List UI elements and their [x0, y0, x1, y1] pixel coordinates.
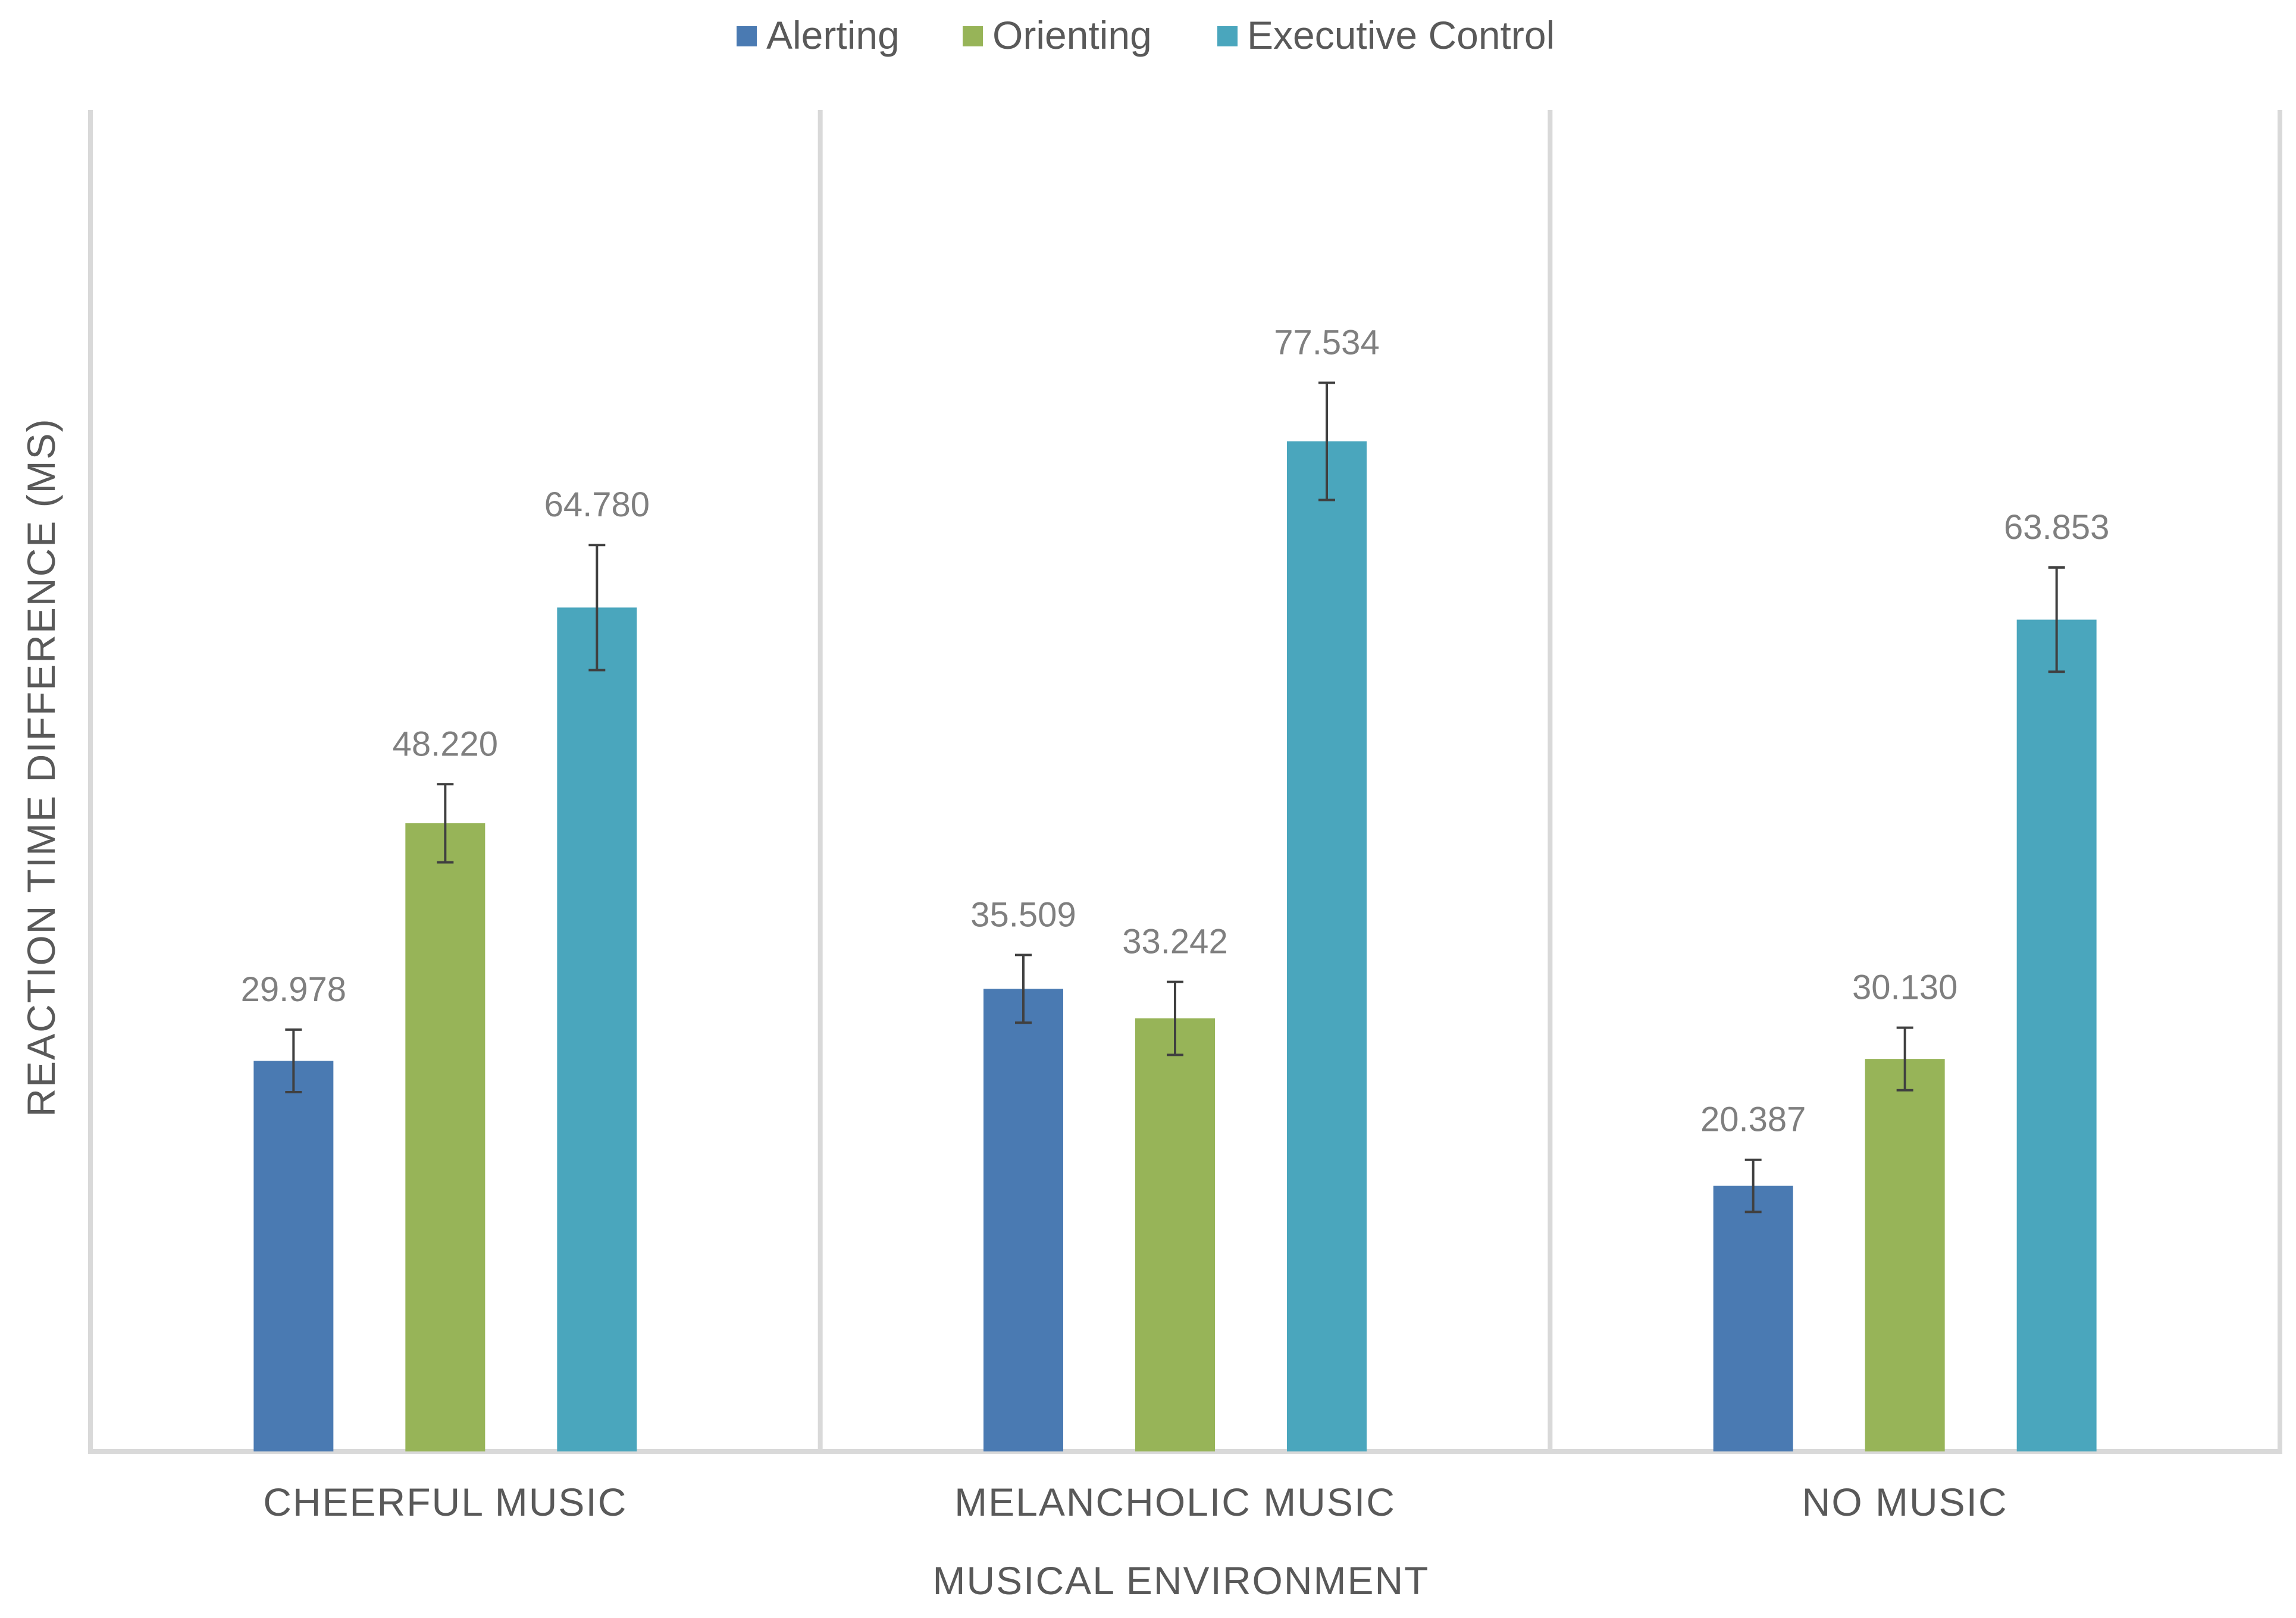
data-label: 30.130: [1852, 968, 1957, 1007]
bar: [1713, 1186, 1793, 1451]
data-label: 33.242: [1122, 923, 1227, 961]
data-label: 35.509: [970, 895, 1076, 934]
data-label: 64.780: [544, 485, 650, 524]
legend-label: Alerting: [766, 13, 900, 57]
legend-swatch: [963, 26, 983, 46]
data-label: 48.220: [393, 725, 498, 763]
legend-label: Orienting: [992, 13, 1152, 57]
x-axis-title: MUSICAL ENVIRONMENT: [933, 1559, 1430, 1603]
legend-label: Executive Control: [1247, 13, 1555, 57]
data-label: 29.978: [241, 970, 346, 1009]
bar: [1287, 441, 1367, 1451]
bar: [557, 607, 637, 1451]
x-tick-label: MELANCHOLIC MUSIC: [954, 1480, 1396, 1524]
data-label: 20.387: [1700, 1100, 1806, 1139]
bar: [2016, 619, 2097, 1451]
bar: [1865, 1059, 1945, 1451]
legend-swatch: [737, 26, 757, 46]
x-tick-label: NO MUSIC: [1802, 1480, 2008, 1524]
x-tick-label: CHEERFUL MUSIC: [263, 1480, 627, 1524]
bar: [983, 989, 1063, 1451]
data-label: 63.853: [2004, 508, 2109, 547]
data-label: 77.534: [1274, 323, 1379, 362]
bar: [1135, 1018, 1215, 1451]
y-axis-title: REACTION TIME DIFFERENCE (MS): [19, 418, 63, 1117]
bar: [253, 1061, 334, 1451]
legend-swatch: [1217, 26, 1238, 46]
bar: [405, 823, 485, 1451]
